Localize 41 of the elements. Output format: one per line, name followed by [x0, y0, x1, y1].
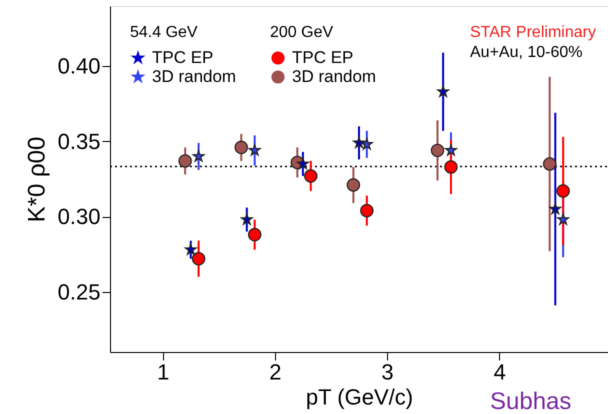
x-tick-label: 3	[381, 360, 394, 384]
point	[549, 202, 562, 214]
annotation: 200 GeV	[270, 24, 334, 41]
point	[360, 138, 373, 150]
y-tick-label: 0.25	[58, 279, 100, 304]
point	[444, 144, 457, 156]
y-axis-title: K*0 ρ00	[24, 136, 51, 222]
point	[296, 158, 309, 170]
point	[346, 178, 360, 192]
annotation: Au+Au, 10-60%	[470, 44, 583, 61]
point	[192, 150, 205, 162]
annotation: 54.4 GeV	[130, 24, 198, 41]
legend-label: TPC EP	[292, 48, 354, 67]
point	[352, 136, 366, 148]
point	[444, 160, 458, 174]
x-tick-label: 2	[269, 360, 282, 384]
point	[557, 213, 570, 225]
text: Subhas	[490, 388, 572, 414]
point	[542, 157, 556, 171]
point	[248, 228, 262, 242]
point	[234, 140, 248, 154]
y-tick-label: 0.35	[58, 128, 100, 154]
y-tick-label: 0.30	[58, 204, 100, 230]
point	[240, 213, 253, 225]
point	[430, 144, 444, 158]
point	[178, 154, 192, 168]
point	[304, 169, 318, 183]
point	[248, 144, 261, 156]
y-tick-label: 0.40	[58, 54, 100, 79]
point	[437, 85, 450, 97]
x-tick-label: 1	[157, 360, 170, 384]
legend-label: TPC EP	[152, 48, 214, 67]
x-tick-label: 4	[494, 360, 506, 384]
legend-label: 3D random	[292, 67, 376, 86]
point	[184, 243, 197, 255]
point	[192, 252, 206, 266]
annotation: STAR Preliminary	[470, 24, 596, 41]
x-axis-title: pT (GeV/c)	[306, 384, 414, 410]
point	[360, 204, 374, 218]
point	[556, 184, 570, 198]
legend-label: 3D random	[152, 67, 236, 86]
